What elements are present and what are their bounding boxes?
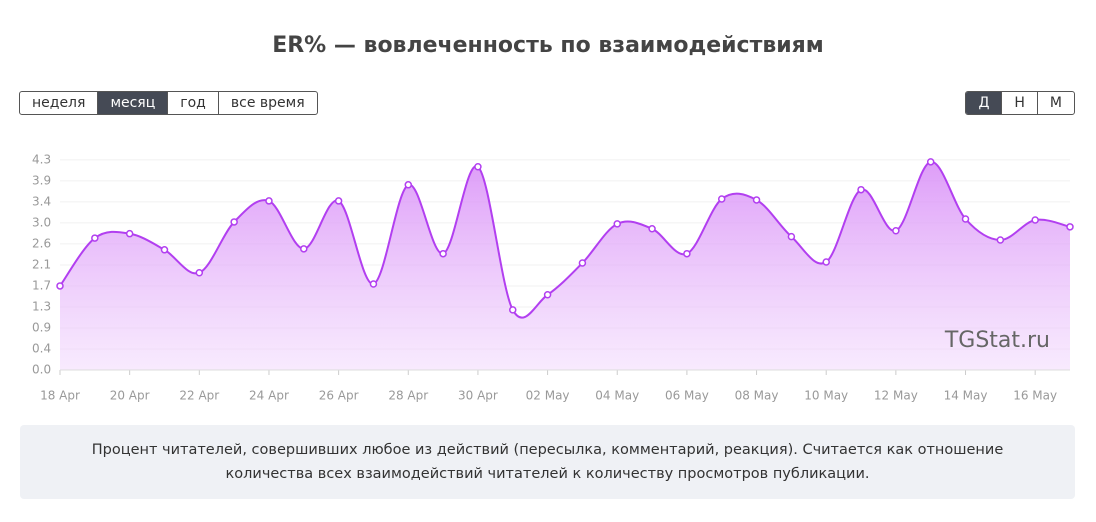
x-tick-label: 12 May [874, 389, 918, 403]
y-tick-label: 2.6 [32, 236, 51, 250]
y-tick-label: 0.9 [32, 320, 51, 334]
x-tick-label: 14 May [944, 389, 988, 403]
x-tick-label: 24 Apr [249, 389, 289, 403]
point [369, 280, 378, 288]
button[interactable]: Д [966, 92, 1002, 114]
point [683, 249, 691, 258]
y-tick-label: 3.9 [32, 173, 51, 187]
y-tick-label: 3.4 [32, 194, 51, 208]
y-tick-label: 2.1 [32, 257, 51, 271]
button[interactable]: неделя [32, 95, 86, 111]
point [439, 249, 447, 258]
point [717, 195, 726, 203]
button[interactable]: все время [217, 92, 317, 114]
x-tick-label: 22 Apr [179, 389, 219, 403]
point [230, 218, 238, 226]
point [509, 306, 517, 314]
x-tick-label: 08 May [735, 389, 779, 403]
button[interactable]: год [167, 92, 218, 114]
point [752, 196, 761, 204]
y-tick-label: 4.3 [32, 152, 51, 166]
period-buttons: неделя месяц год все время [19, 91, 318, 115]
x-tick-label: 04 May [595, 389, 639, 403]
x-tick-label: 28 Apr [388, 389, 428, 403]
point [926, 158, 935, 166]
point [578, 259, 587, 267]
y-tick-label: 3.0 [32, 215, 51, 229]
point [195, 269, 204, 277]
point [648, 225, 656, 233]
point [787, 232, 796, 241]
y-tick-label: 1.7 [32, 278, 51, 292]
point [265, 197, 273, 205]
x-tick-label: 20 Apr [110, 389, 150, 403]
area [60, 161, 1070, 370]
point [857, 185, 865, 194]
point [996, 236, 1005, 244]
point [300, 245, 308, 253]
button[interactable]: месяц [97, 92, 168, 114]
chart: 0.0 0.4 0.9 1.3 1.7 2.1 2.6 3.0 3.4 3.9 4.3 18 Apr 2… [32, 152, 1074, 403]
point [474, 162, 482, 171]
point [56, 282, 64, 290]
button[interactable]: Н [1001, 92, 1037, 114]
point [404, 181, 413, 189]
point [822, 258, 830, 266]
description: Процент читателей, совершивших любое из … [20, 425, 1075, 499]
point [961, 215, 970, 223]
y-tick-label: 0.0 [32, 363, 51, 377]
x-tick-label: 10 May [804, 389, 848, 403]
x-tick-label: 02 May [526, 389, 570, 403]
y-tick-label: 1.3 [32, 299, 51, 313]
x-tick-label: 30 Apr [458, 389, 498, 403]
watermark: TGStat.ru [944, 328, 1050, 353]
chart-title: ER% — вовлеченность по взаимодействиям [272, 33, 824, 58]
point [892, 226, 900, 235]
point [543, 291, 552, 299]
button[interactable]: М [1036, 92, 1074, 114]
point [613, 220, 621, 228]
point [160, 246, 169, 254]
x-tick-label: 18 Apr [40, 389, 80, 403]
y-tick-label: 0.4 [32, 341, 51, 355]
point [125, 229, 134, 238]
point [1066, 223, 1074, 231]
x-tick-label: 26 Apr [319, 389, 359, 403]
point [1031, 216, 1039, 224]
point [334, 197, 343, 205]
point [91, 234, 99, 242]
x-tick-label: 06 May [665, 389, 709, 403]
x-tick-label: 16 May [1013, 389, 1057, 403]
